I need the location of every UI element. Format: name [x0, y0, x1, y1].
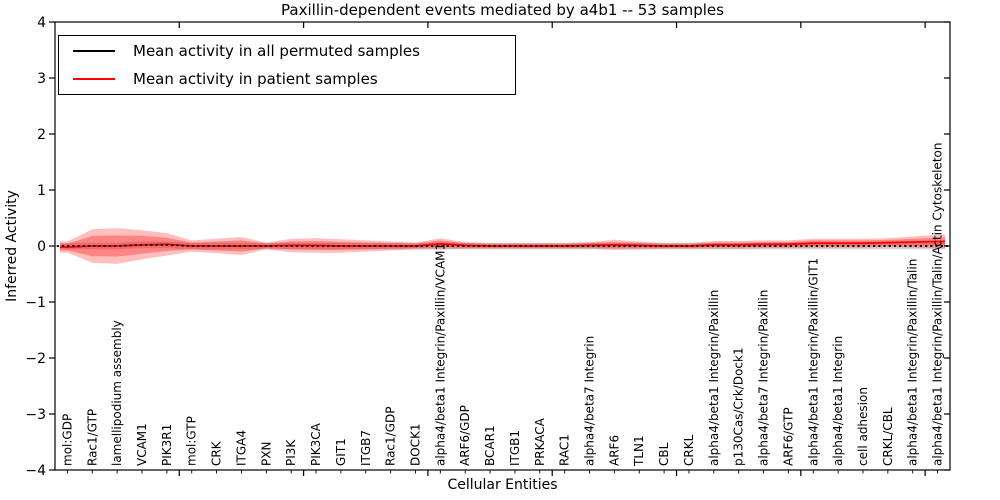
entity-label: ITGB1: [508, 430, 522, 466]
entity-label: CRK: [210, 440, 224, 466]
y-tick-label: 0: [37, 239, 46, 255]
entity-label: Rac1/GDP: [384, 407, 398, 466]
entity-label: RAC1: [558, 434, 572, 466]
entity-label: PI3K: [284, 439, 298, 466]
y-tick-label: 3: [37, 71, 46, 87]
entity-label: alpha4/beta1 Integrin/Paxillin/Talin/Act…: [931, 143, 945, 466]
y-tick-label: −4: [25, 463, 46, 479]
entity-label: alpha4/beta1 Integrin/Paxillin/Talin: [906, 259, 920, 466]
x-axis-label: Cellular Entities: [447, 477, 558, 493]
entity-label: alpha4/beta7 Integrin/Paxillin: [757, 290, 771, 466]
y-tick-label: 1: [37, 183, 46, 199]
y-tick-label: 2: [37, 127, 46, 143]
entity-label: alpha4/beta1 Integrin/Paxillin/VCAM1: [433, 243, 447, 466]
entity-label: ARF6: [607, 435, 621, 466]
entity-label: BCAR1: [483, 425, 497, 466]
y-tick-label: −2: [25, 351, 46, 367]
entity-label: alpha4/beta7 Integrin: [583, 336, 597, 466]
entity-label: mol:GTP: [185, 416, 199, 466]
entity-label: Rac1/GTP: [85, 409, 99, 466]
entity-label: CRKL: [682, 434, 696, 466]
entity-label: ARF6/GDP: [458, 405, 472, 466]
entity-label: CRKL/CBL: [881, 407, 895, 466]
entity-label: ITGA4: [234, 430, 248, 466]
entity-label: PIK3CA: [309, 422, 323, 466]
patient-line-sample: [73, 78, 115, 80]
entity-label: p130Cas/Crk/Dock1: [732, 347, 746, 466]
legend-label-patient: Mean activity in patient samples: [133, 70, 378, 88]
entity-label: ARF6/GTP: [781, 407, 795, 466]
entity-label: PIK3R1: [160, 424, 174, 466]
entity-label: CBL: [657, 442, 671, 466]
y-tick-label: 4: [37, 15, 46, 31]
legend-entry-permuted: Mean activity in all permuted samples: [59, 38, 515, 64]
patient-mean-line: [60, 240, 945, 248]
entity-label: alpha4/beta1 Integrin/Paxillin: [707, 290, 721, 466]
entity-label: alpha4/beta1 Integrin: [831, 336, 845, 466]
entity-label: VCAM1: [135, 423, 149, 466]
entity-label: lamellipodium assembly: [110, 320, 124, 466]
legend-label-permuted: Mean activity in all permuted samples: [133, 42, 420, 60]
entity-label: PRKACA: [533, 417, 547, 466]
entity-label: GIT1: [334, 438, 348, 466]
entity-label: cell adhesion: [856, 387, 870, 466]
chart-title: Paxillin-dependent events mediated by a4…: [281, 1, 724, 19]
permuted-line-sample: [73, 50, 115, 52]
entity-label: DOCK1: [408, 423, 422, 466]
entity-label: TLN1: [632, 435, 646, 467]
legend-entry-patient: Mean activity in patient samples: [59, 66, 515, 92]
y-tick-label: −3: [25, 407, 46, 423]
entity-label: ITGB7: [359, 430, 373, 466]
entity-label: mol:GDP: [60, 414, 74, 466]
legend: Mean activity in all permuted samples Me…: [58, 35, 516, 95]
entity-label: alpha4/beta1 Integrin/Paxillin/GIT1: [806, 258, 820, 466]
entity-label: PXN: [259, 442, 273, 466]
y-tick-label: −1: [25, 295, 46, 311]
